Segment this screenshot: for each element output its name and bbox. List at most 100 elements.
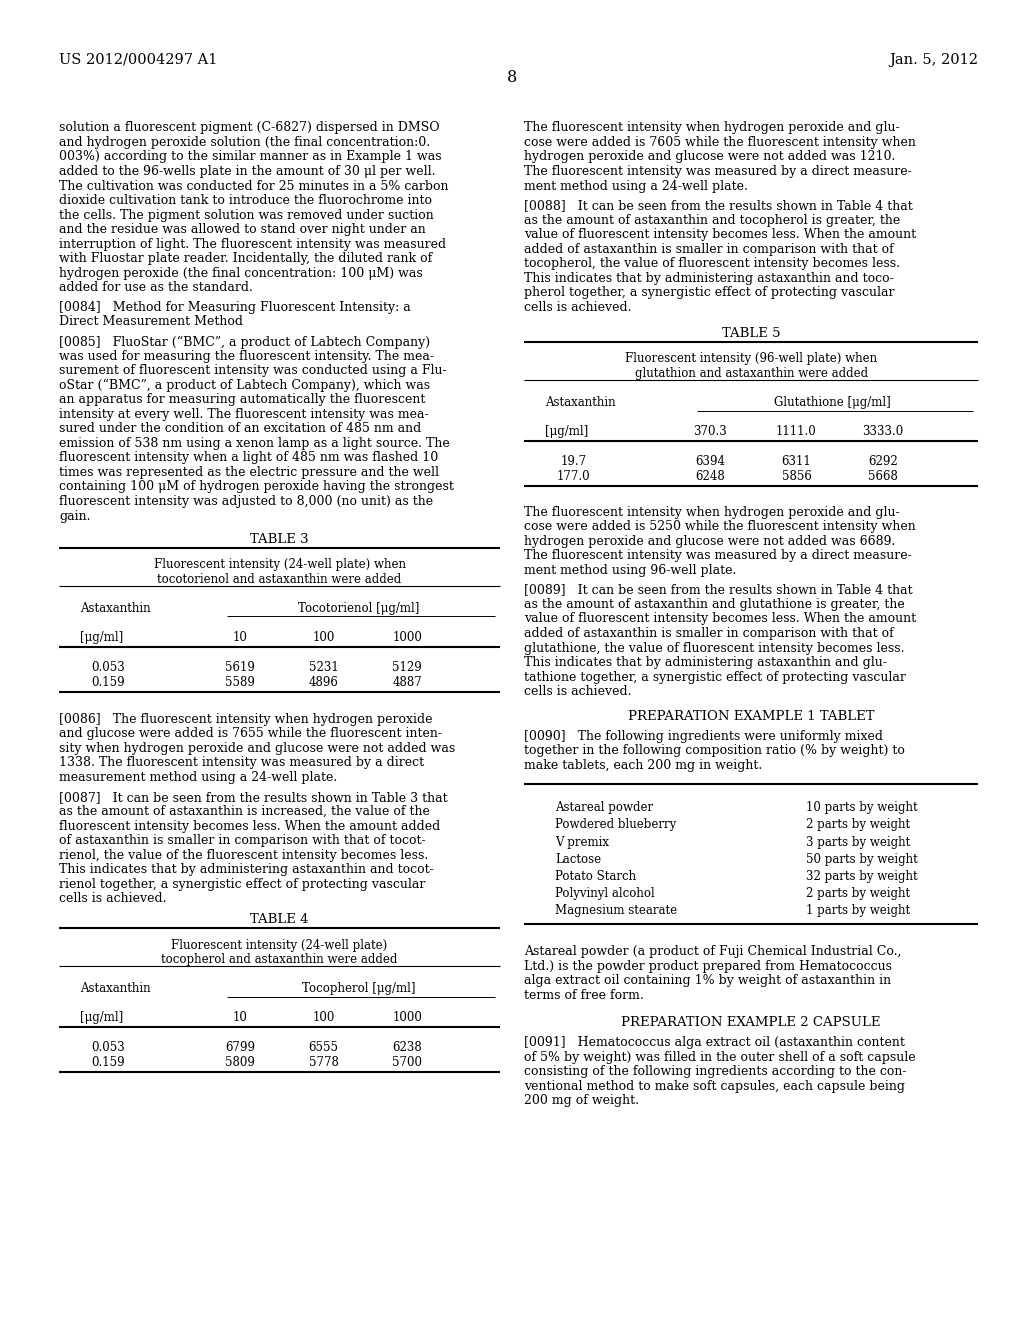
Text: US 2012/0004297 A1: US 2012/0004297 A1: [59, 53, 218, 67]
Text: containing 100 μM of hydrogen peroxide having the strongest: containing 100 μM of hydrogen peroxide h…: [59, 480, 455, 494]
Text: TABLE 5: TABLE 5: [722, 327, 780, 341]
Text: gain.: gain.: [59, 510, 91, 523]
Text: Fluorescent intensity (24-well plate) when: Fluorescent intensity (24-well plate) wh…: [154, 558, 406, 572]
Text: 6292: 6292: [867, 455, 897, 469]
Text: interruption of light. The fluorescent intensity was measured: interruption of light. The fluorescent i…: [59, 238, 446, 251]
Text: 5668: 5668: [867, 470, 898, 483]
Text: added for use as the standard.: added for use as the standard.: [59, 281, 253, 294]
Text: sity when hydrogen peroxide and glucose were not added was: sity when hydrogen peroxide and glucose …: [59, 742, 456, 755]
Text: and glucose were added is 7655 while the fluorescent inten-: and glucose were added is 7655 while the…: [59, 727, 442, 741]
Text: pherol together, a synergistic effect of protecting vascular: pherol together, a synergistic effect of…: [524, 286, 895, 300]
Text: The fluorescent intensity was measured by a direct measure-: The fluorescent intensity was measured b…: [524, 165, 912, 178]
Text: Direct Measurement Method: Direct Measurement Method: [59, 315, 244, 329]
Text: Lactose: Lactose: [555, 853, 601, 866]
Text: 5856: 5856: [781, 470, 811, 483]
Text: fluorescent intensity was adjusted to 8,000 (no unit) as the: fluorescent intensity was adjusted to 8,…: [59, 495, 433, 508]
Text: This indicates that by administering astaxanthin and tocot-: This indicates that by administering ast…: [59, 863, 434, 876]
Text: oStar (“BMC”, a product of Labtech Company), which was: oStar (“BMC”, a product of Labtech Compa…: [59, 379, 430, 392]
Text: The fluorescent intensity was measured by a direct measure-: The fluorescent intensity was measured b…: [524, 549, 912, 562]
Text: value of fluorescent intensity becomes less. When the amount: value of fluorescent intensity becomes l…: [524, 228, 916, 242]
Text: 10: 10: [232, 631, 248, 644]
Text: Fluorescent intensity (96-well plate) when: Fluorescent intensity (96-well plate) wh…: [625, 352, 878, 366]
Text: 5231: 5231: [308, 661, 339, 675]
Text: 5619: 5619: [225, 661, 255, 675]
Text: was used for measuring the fluorescent intensity. The mea-: was used for measuring the fluorescent i…: [59, 350, 434, 363]
Text: 3 parts by weight: 3 parts by weight: [806, 836, 909, 849]
Text: 1000: 1000: [392, 1011, 422, 1024]
Text: [0090]   The following ingredients were uniformly mixed: [0090] The following ingredients were un…: [524, 730, 884, 743]
Text: measurement method using a 24-well plate.: measurement method using a 24-well plate…: [59, 771, 338, 784]
Text: 6555: 6555: [308, 1041, 339, 1055]
Text: Fluorescent intensity (24-well plate): Fluorescent intensity (24-well plate): [171, 939, 388, 952]
Text: 8: 8: [507, 69, 517, 86]
Text: [0086]   The fluorescent intensity when hydrogen peroxide: [0086] The fluorescent intensity when hy…: [59, 713, 433, 726]
Text: emission of 538 nm using a xenon lamp as a light source. The: emission of 538 nm using a xenon lamp as…: [59, 437, 451, 450]
Text: Astaxanthin: Astaxanthin: [80, 982, 151, 995]
Text: [0089]   It can be seen from the results shown in Table 4 that: [0089] It can be seen from the results s…: [524, 583, 913, 597]
Text: 6238: 6238: [392, 1041, 422, 1055]
Text: 003%) according to the similar manner as in Example 1 was: 003%) according to the similar manner as…: [59, 150, 442, 164]
Text: 3333.0: 3333.0: [862, 425, 903, 438]
Text: tocotorienol and astaxanthin were added: tocotorienol and astaxanthin were added: [158, 573, 401, 586]
Text: the cells. The pigment solution was removed under suction: the cells. The pigment solution was remo…: [59, 209, 434, 222]
Text: ment method using a 24-well plate.: ment method using a 24-well plate.: [524, 180, 749, 193]
Text: of 5% by weight) was filled in the outer shell of a soft capsule: of 5% by weight) was filled in the outer…: [524, 1051, 915, 1064]
Text: V premix: V premix: [555, 836, 609, 849]
Text: fluorescent intensity becomes less. When the amount added: fluorescent intensity becomes less. When…: [59, 820, 440, 833]
Text: [0087]   It can be seen from the results shown in Table 3 that: [0087] It can be seen from the results s…: [59, 791, 449, 804]
Text: Astaxanthin: Astaxanthin: [545, 396, 615, 409]
Text: 19.7: 19.7: [560, 455, 587, 469]
Text: 5778: 5778: [308, 1056, 339, 1069]
Text: with Fluostar plate reader. Incidentally, the diluted rank of: with Fluostar plate reader. Incidentally…: [59, 252, 433, 265]
Text: Magnesium stearate: Magnesium stearate: [555, 904, 677, 917]
Text: [0088]   It can be seen from the results shown in Table 4 that: [0088] It can be seen from the results s…: [524, 199, 913, 213]
Text: and hydrogen peroxide solution (the final concentration:0.: and hydrogen peroxide solution (the fina…: [59, 136, 430, 149]
Text: 5129: 5129: [392, 661, 422, 675]
Text: TABLE 4: TABLE 4: [250, 913, 309, 927]
Text: 32 parts by weight: 32 parts by weight: [806, 870, 918, 883]
Text: value of fluorescent intensity becomes less. When the amount: value of fluorescent intensity becomes l…: [524, 612, 916, 626]
Text: as the amount of astaxanthin and glutathione is greater, the: as the amount of astaxanthin and glutath…: [524, 598, 905, 611]
Text: intensity at every well. The fluorescent intensity was mea-: intensity at every well. The fluorescent…: [59, 408, 429, 421]
Text: 10 parts by weight: 10 parts by weight: [806, 801, 918, 814]
Text: TABLE 3: TABLE 3: [250, 533, 309, 546]
Text: [0091]   Hematococcus alga extract oil (astaxanthin content: [0091] Hematococcus alga extract oil (as…: [524, 1036, 905, 1049]
Text: 6311: 6311: [781, 455, 811, 469]
Text: rienol, the value of the fluorescent intensity becomes less.: rienol, the value of the fluorescent int…: [59, 849, 429, 862]
Text: together in the following composition ratio (% by weight) to: together in the following composition ra…: [524, 744, 905, 758]
Text: alga extract oil containing 1% by weight of astaxanthin in: alga extract oil containing 1% by weight…: [524, 974, 892, 987]
Text: 50 parts by weight: 50 parts by weight: [806, 853, 918, 866]
Text: sured under the condition of an excitation of 485 nm and: sured under the condition of an excitati…: [59, 422, 422, 436]
Text: times was represented as the electric pressure and the well: times was represented as the electric pr…: [59, 466, 439, 479]
Text: consisting of the following ingredients according to the con-: consisting of the following ingredients …: [524, 1065, 907, 1078]
Text: an apparatus for measuring automatically the fluorescent: an apparatus for measuring automatically…: [59, 393, 426, 407]
Text: 2 parts by weight: 2 parts by weight: [806, 887, 909, 900]
Text: 5700: 5700: [392, 1056, 422, 1069]
Text: This indicates that by administering astaxanthin and toco-: This indicates that by administering ast…: [524, 272, 894, 285]
Text: Tocopherol [μg/ml]: Tocopherol [μg/ml]: [302, 982, 416, 995]
Text: 1111.0: 1111.0: [776, 425, 817, 438]
Text: 1338. The fluorescent intensity was measured by a direct: 1338. The fluorescent intensity was meas…: [59, 756, 425, 770]
Text: terms of free form.: terms of free form.: [524, 989, 644, 1002]
Text: 100: 100: [312, 1011, 335, 1024]
Text: 100: 100: [312, 631, 335, 644]
Text: 10: 10: [232, 1011, 248, 1024]
Text: Potato Starch: Potato Starch: [555, 870, 636, 883]
Text: solution a fluorescent pigment (C-6827) dispersed in DMSO: solution a fluorescent pigment (C-6827) …: [59, 121, 440, 135]
Text: added to the 96-wells plate in the amount of 30 μl per well.: added to the 96-wells plate in the amoun…: [59, 165, 436, 178]
Text: The fluorescent intensity when hydrogen peroxide and glu-: The fluorescent intensity when hydrogen …: [524, 121, 900, 135]
Text: cells is achieved.: cells is achieved.: [524, 685, 632, 698]
Text: Astareal powder: Astareal powder: [555, 801, 653, 814]
Text: hydrogen peroxide and glucose were not added was 6689.: hydrogen peroxide and glucose were not a…: [524, 535, 896, 548]
Text: 0.159: 0.159: [92, 1056, 125, 1069]
Text: 370.3: 370.3: [693, 425, 727, 438]
Text: 2 parts by weight: 2 parts by weight: [806, 818, 909, 832]
Text: 0.053: 0.053: [92, 661, 125, 675]
Text: 177.0: 177.0: [557, 470, 590, 483]
Text: hydrogen peroxide (the final concentration: 100 μM) was: hydrogen peroxide (the final concentrati…: [59, 267, 423, 280]
Text: cose were added is 7605 while the fluorescent intensity when: cose were added is 7605 while the fluore…: [524, 136, 916, 149]
Text: 6248: 6248: [695, 470, 725, 483]
Text: added of astaxanthin is smaller in comparison with that of: added of astaxanthin is smaller in compa…: [524, 243, 894, 256]
Text: PREPARATION EXAMPLE 1 TABLET: PREPARATION EXAMPLE 1 TABLET: [628, 710, 874, 723]
Text: 4887: 4887: [392, 676, 422, 689]
